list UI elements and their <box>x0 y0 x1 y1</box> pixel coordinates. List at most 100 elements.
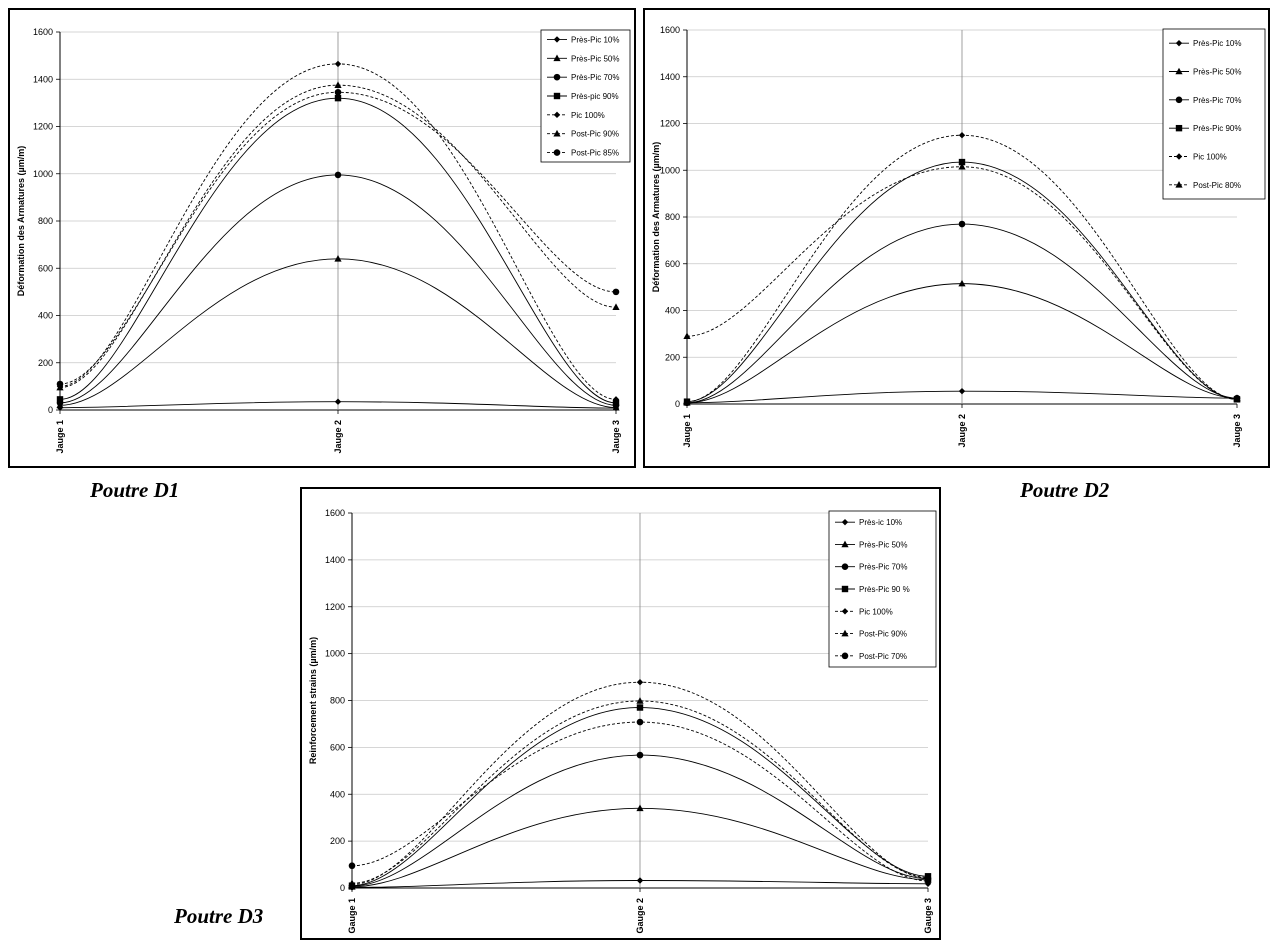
legend-label: Près-ic 10% <box>859 518 902 527</box>
legend-label: Près-Pic 10% <box>571 35 619 44</box>
x-category-label: Gauge 1 <box>347 898 357 934</box>
data-point <box>1233 395 1241 403</box>
y-axis-label: Déformation des Armatures (µm/m) <box>651 142 661 292</box>
chart-d2: 0 200 400 600 800 1000 1200 1400 1600 Jauge 1 Jaug… <box>651 25 1266 448</box>
y-tick-label: 0 <box>675 399 680 409</box>
data-point <box>348 879 356 887</box>
data-point <box>958 162 966 170</box>
y-tick-label: 1200 <box>325 602 345 612</box>
y-tick-label: 0 <box>48 405 53 415</box>
data-point <box>636 679 644 686</box>
data-point <box>636 751 644 759</box>
legend-marker <box>1175 39 1183 47</box>
data-point <box>56 380 64 388</box>
y-tick-label: 600 <box>38 263 53 273</box>
y-tick-label: 1200 <box>33 122 53 132</box>
data-point <box>334 398 342 405</box>
legend-label: Près-pic 90% <box>571 92 619 101</box>
data-point <box>683 332 691 340</box>
data-point <box>924 877 932 885</box>
legend-entry: Post-Pic 90% <box>835 630 907 639</box>
data-point <box>334 255 342 262</box>
legend-marker <box>553 92 561 100</box>
legend: Près-ic 10% Près-Pic 50% Près-Pic 70% Près-… <box>828 510 937 668</box>
y-tick-label: 1400 <box>325 555 345 565</box>
data-point <box>56 396 64 403</box>
x-category-label: Jauge 2 <box>333 420 343 454</box>
legend-marker <box>553 73 561 81</box>
y-tick-label: 400 <box>38 311 53 321</box>
caption-d2: Poutre D2 <box>1020 478 1110 502</box>
chart-panel-d2: 0 200 400 600 800 1000 1200 1400 1600 Jauge 1 Jaug… <box>643 8 1270 468</box>
series-7 <box>348 718 932 885</box>
y-tick-label: 0 <box>340 883 345 893</box>
legend-marker <box>1175 67 1183 75</box>
legend-entry: Près-Pic 50% <box>1169 68 1241 77</box>
legend-entry: Près-Pic 10% <box>547 35 619 44</box>
legend-label: Pic 100% <box>1193 153 1227 162</box>
data-point <box>958 387 966 395</box>
legend-entry: Près-Pic 50% <box>835 540 907 549</box>
chart-panel-d3: 0 200 400 600 800 1000 1200 1400 1600 Gauge 1 Gaug… <box>300 487 941 940</box>
y-tick-label: 1600 <box>325 508 345 518</box>
legend-marker <box>1175 124 1183 132</box>
y-tick-label: 200 <box>330 836 345 846</box>
legend-label: Post-Pic 90% <box>571 130 619 139</box>
legend-entry: Près-Pic 70% <box>1169 96 1241 105</box>
legend-marker <box>841 518 849 526</box>
y-tick-label: 400 <box>330 789 345 799</box>
legend-entry: Post-Pic 85% <box>547 149 619 158</box>
legend-entry: Près-pic 90% <box>547 92 619 101</box>
y-tick-label: 600 <box>665 259 680 269</box>
legend-marker <box>841 585 849 593</box>
legend-label: Près-Pic 90 % <box>859 585 910 594</box>
series-line <box>351 700 929 884</box>
y-tick-label: 800 <box>665 212 680 222</box>
data-point <box>612 303 620 311</box>
y-tick-label: 800 <box>38 216 53 226</box>
x-category-label: Gauge 2 <box>635 898 645 934</box>
legend-marker <box>841 652 849 660</box>
series-7 <box>56 88 620 388</box>
y-tick-label: 200 <box>38 358 53 368</box>
caption-d3: Poutre D3 <box>174 904 264 928</box>
y-tick-label: 1000 <box>325 649 345 659</box>
legend-label: Près-Pic 10% <box>1193 39 1241 48</box>
legend-label: Près-Pic 50% <box>859 540 907 549</box>
y-tick-label: 1400 <box>33 74 53 84</box>
data-point <box>612 288 620 296</box>
chart-d3: 0 200 400 600 800 1000 1200 1400 1600 Gauge 1 Gaug… <box>308 508 937 934</box>
data-point <box>636 697 644 704</box>
y-tick-label: 600 <box>330 742 345 752</box>
y-axis-label: Reinforcement strains (µm/m) <box>308 637 318 764</box>
legend-label: Post-Pic 85% <box>571 149 619 158</box>
data-point <box>636 704 644 711</box>
legend-marker <box>1175 96 1183 104</box>
legend-marker <box>553 149 561 156</box>
y-tick-label: 1400 <box>660 72 680 82</box>
legend-marker <box>553 54 561 62</box>
x-category-label: Jauge 2 <box>957 414 967 448</box>
legend-label: Près-Pic 70% <box>571 73 619 82</box>
data-point <box>636 804 644 812</box>
data-point <box>334 171 342 179</box>
legend-entry: Post-Pic 70% <box>835 652 907 661</box>
legend-label: Post-Pic 90% <box>859 630 907 639</box>
legend-entry: Post-Pic 90% <box>547 130 619 139</box>
legend-marker <box>841 540 849 548</box>
legend-label: Post-Pic 70% <box>859 652 907 661</box>
legend-label: Post-Pic 80% <box>1193 181 1241 190</box>
legend-marker <box>553 129 561 137</box>
y-tick-label: 400 <box>665 306 680 316</box>
legend-marker <box>1175 181 1183 188</box>
data-point <box>334 88 342 96</box>
legend-entry: Près-Pic 90% <box>1169 124 1241 133</box>
legend-label: Près-Pic 50% <box>1193 68 1241 77</box>
data-point <box>958 220 966 228</box>
caption-d1: Poutre D1 <box>90 478 180 502</box>
legend-entry: Pic 100% <box>1169 153 1227 162</box>
legend-entry: Près-Pic 50% <box>547 54 619 63</box>
legend-entry: Près-Pic 10% <box>1169 39 1241 48</box>
series-4 <box>56 94 620 407</box>
legend-label: Près-Pic 90% <box>1193 124 1241 133</box>
